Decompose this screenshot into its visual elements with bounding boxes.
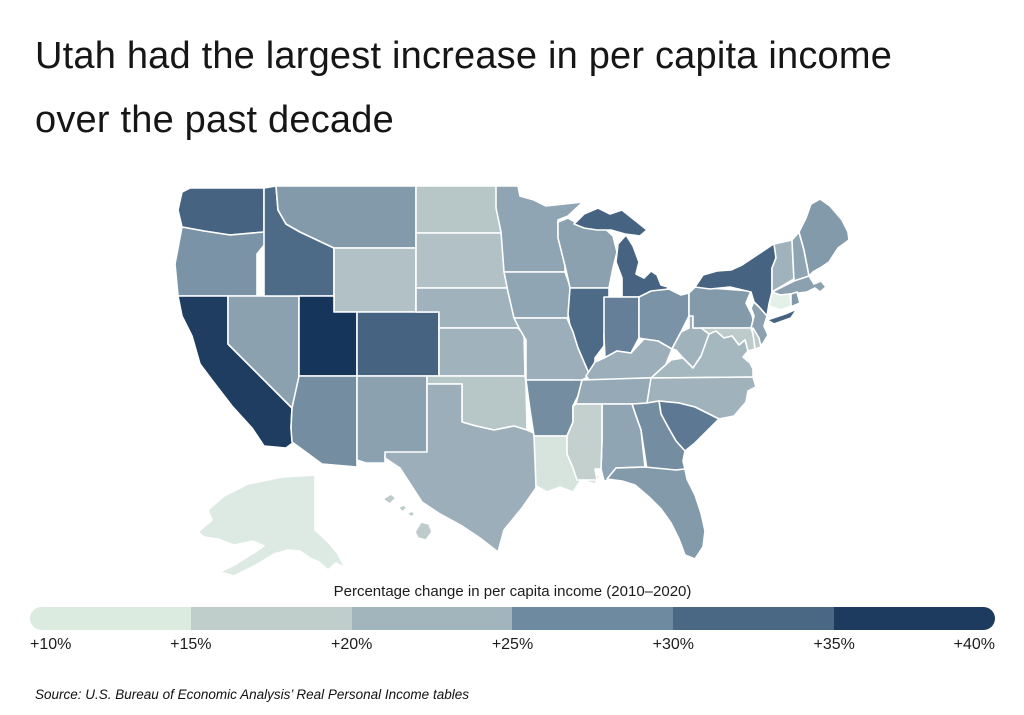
legend-tick-label: +25% [491, 636, 534, 653]
state-MI-upper [573, 207, 648, 237]
state-AZ [290, 375, 358, 468]
state-HI [383, 493, 433, 541]
state-ND [415, 185, 504, 234]
state-CO [356, 311, 440, 377]
chart-title-line1: Utah had the largest increase in per cap… [35, 35, 893, 77]
state-AK [197, 474, 346, 577]
state-IN [603, 296, 640, 359]
state-NM [356, 375, 428, 464]
state-PA [688, 286, 756, 329]
state-FL [606, 466, 706, 560]
legend-segment-1 [30, 607, 191, 630]
us-map-svg [174, 185, 850, 577]
state-OR [174, 226, 266, 297]
legend-tick-label: +10% [30, 636, 72, 653]
state-TX [384, 383, 537, 553]
state-KS [438, 327, 526, 377]
chart-title-line2: over the past decade [35, 99, 394, 141]
state-VA [650, 330, 754, 379]
legend-tick-label: +20% [330, 636, 373, 653]
state-IA [503, 271, 575, 319]
legend-segment-6 [834, 607, 995, 630]
us-choropleth-map [170, 180, 1000, 580]
chart-title: Utah had the largest increase in per cap… [35, 24, 1010, 152]
legend-tick-label: +40% [953, 636, 995, 653]
legend-segment-5 [673, 607, 835, 630]
legend-segment-2 [190, 607, 352, 630]
legend: Percentage change in per capita income (… [30, 583, 995, 658]
legend-segment-3 [351, 607, 513, 630]
legend-tick-label: +35% [813, 636, 855, 653]
state-MI-lower [615, 234, 669, 298]
legend-tick-labels: +10% +15% +20% +25% +30% +35% +40% [30, 636, 995, 658]
legend-tick-label: +30% [652, 636, 695, 653]
legend-color-bar [30, 607, 995, 630]
state-ME [798, 198, 850, 277]
state-WY [333, 247, 417, 313]
state-RI [790, 291, 801, 307]
state-SD [415, 232, 511, 289]
source-note: Source: U.S. Bureau of Economic Analysis… [35, 687, 469, 702]
legend-tick-label: +15% [170, 636, 212, 653]
state-MS [566, 403, 603, 481]
legend-segment-4 [512, 607, 674, 630]
state-CT [768, 291, 792, 311]
legend-title: Percentage change in per capita income (… [333, 583, 692, 600]
